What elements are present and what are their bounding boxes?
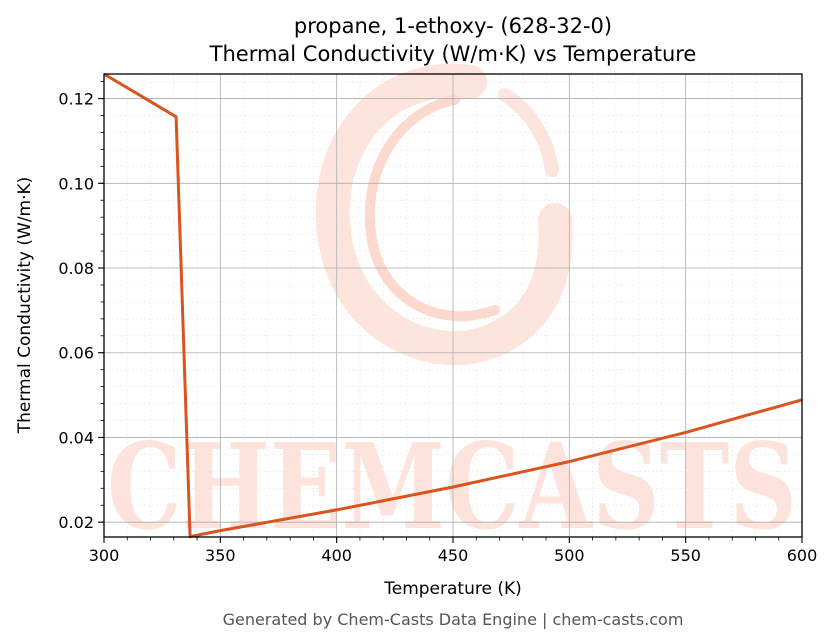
series-line — [103, 72, 803, 539]
chart-title: propane, 1-ethoxy- (628-32-0) — [294, 14, 612, 38]
y-tick-label: 0.06 — [58, 344, 94, 363]
plot-frame — [103, 73, 803, 538]
x-tick-label: 300 — [89, 546, 120, 565]
footer-credit: Generated by Chem-Casts Data Engine | ch… — [223, 610, 684, 629]
y-tick-label: 0.02 — [58, 513, 94, 532]
y-tick-label: 0.10 — [58, 174, 94, 193]
watermark: CHEMCASTS — [107, 63, 797, 556]
x-tick-label: 600 — [787, 546, 818, 565]
x-tick-label: 550 — [670, 546, 701, 565]
major-gridlines — [103, 74, 803, 537]
y-tick-label: 0.08 — [58, 259, 94, 278]
x-tick-label: 350 — [205, 546, 236, 565]
swirl-c-logo-icon — [315, 63, 573, 366]
chart-subtitle: Thermal Conductivity (W/m·K) vs Temperat… — [209, 42, 697, 66]
x-tick-label: 500 — [554, 546, 585, 565]
x-axis-label: Temperature (K) — [383, 579, 522, 599]
y-tick-label: 0.12 — [58, 90, 94, 109]
x-tick-label: 450 — [438, 546, 469, 565]
y-axis-label: Thermal Conductivity (W/m·K) — [15, 177, 35, 435]
x-tick-label: 400 — [321, 546, 352, 565]
y-tick-label: 0.04 — [58, 428, 94, 447]
tick-labels: 300 350 400 450 500 550 600 0.02 0.04 0.06 0.08 0.1… — [58, 90, 817, 565]
